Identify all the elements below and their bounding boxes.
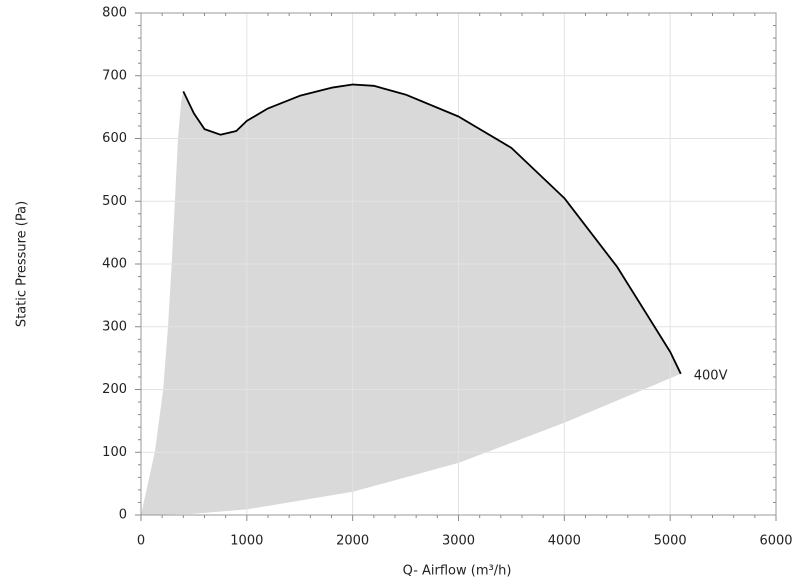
x-tick-label: 6000	[759, 534, 792, 549]
fan-curve	[182, 83, 682, 375]
y-tick-label: 0	[119, 508, 127, 523]
x-tick-label: 2000	[336, 534, 369, 549]
y-tick-label: 400	[102, 257, 127, 272]
y-tick-label: 100	[102, 445, 127, 460]
x-axis-label: Q- Airflow (m³/h)	[403, 564, 512, 579]
operating-area	[141, 84, 681, 515]
x-tick-label: 0	[137, 534, 145, 549]
y-tick-label: 500	[102, 194, 127, 209]
y-tick-label: 800	[102, 6, 127, 21]
x-tick-label: 3000	[442, 534, 475, 549]
plot-frame	[140, 12, 777, 516]
y-axis-label: Static Pressure (Pa)	[15, 201, 30, 327]
y-tick-label: 600	[102, 131, 127, 146]
x-tick-label: 4000	[548, 534, 581, 549]
x-tick-label: 5000	[654, 534, 687, 549]
series-label: 400V	[694, 368, 728, 383]
y-tick-label: 200	[102, 382, 127, 397]
y-tick-label: 700	[102, 68, 127, 83]
y-tick-label: 300	[102, 319, 127, 334]
x-tick-label: 1000	[230, 534, 263, 549]
